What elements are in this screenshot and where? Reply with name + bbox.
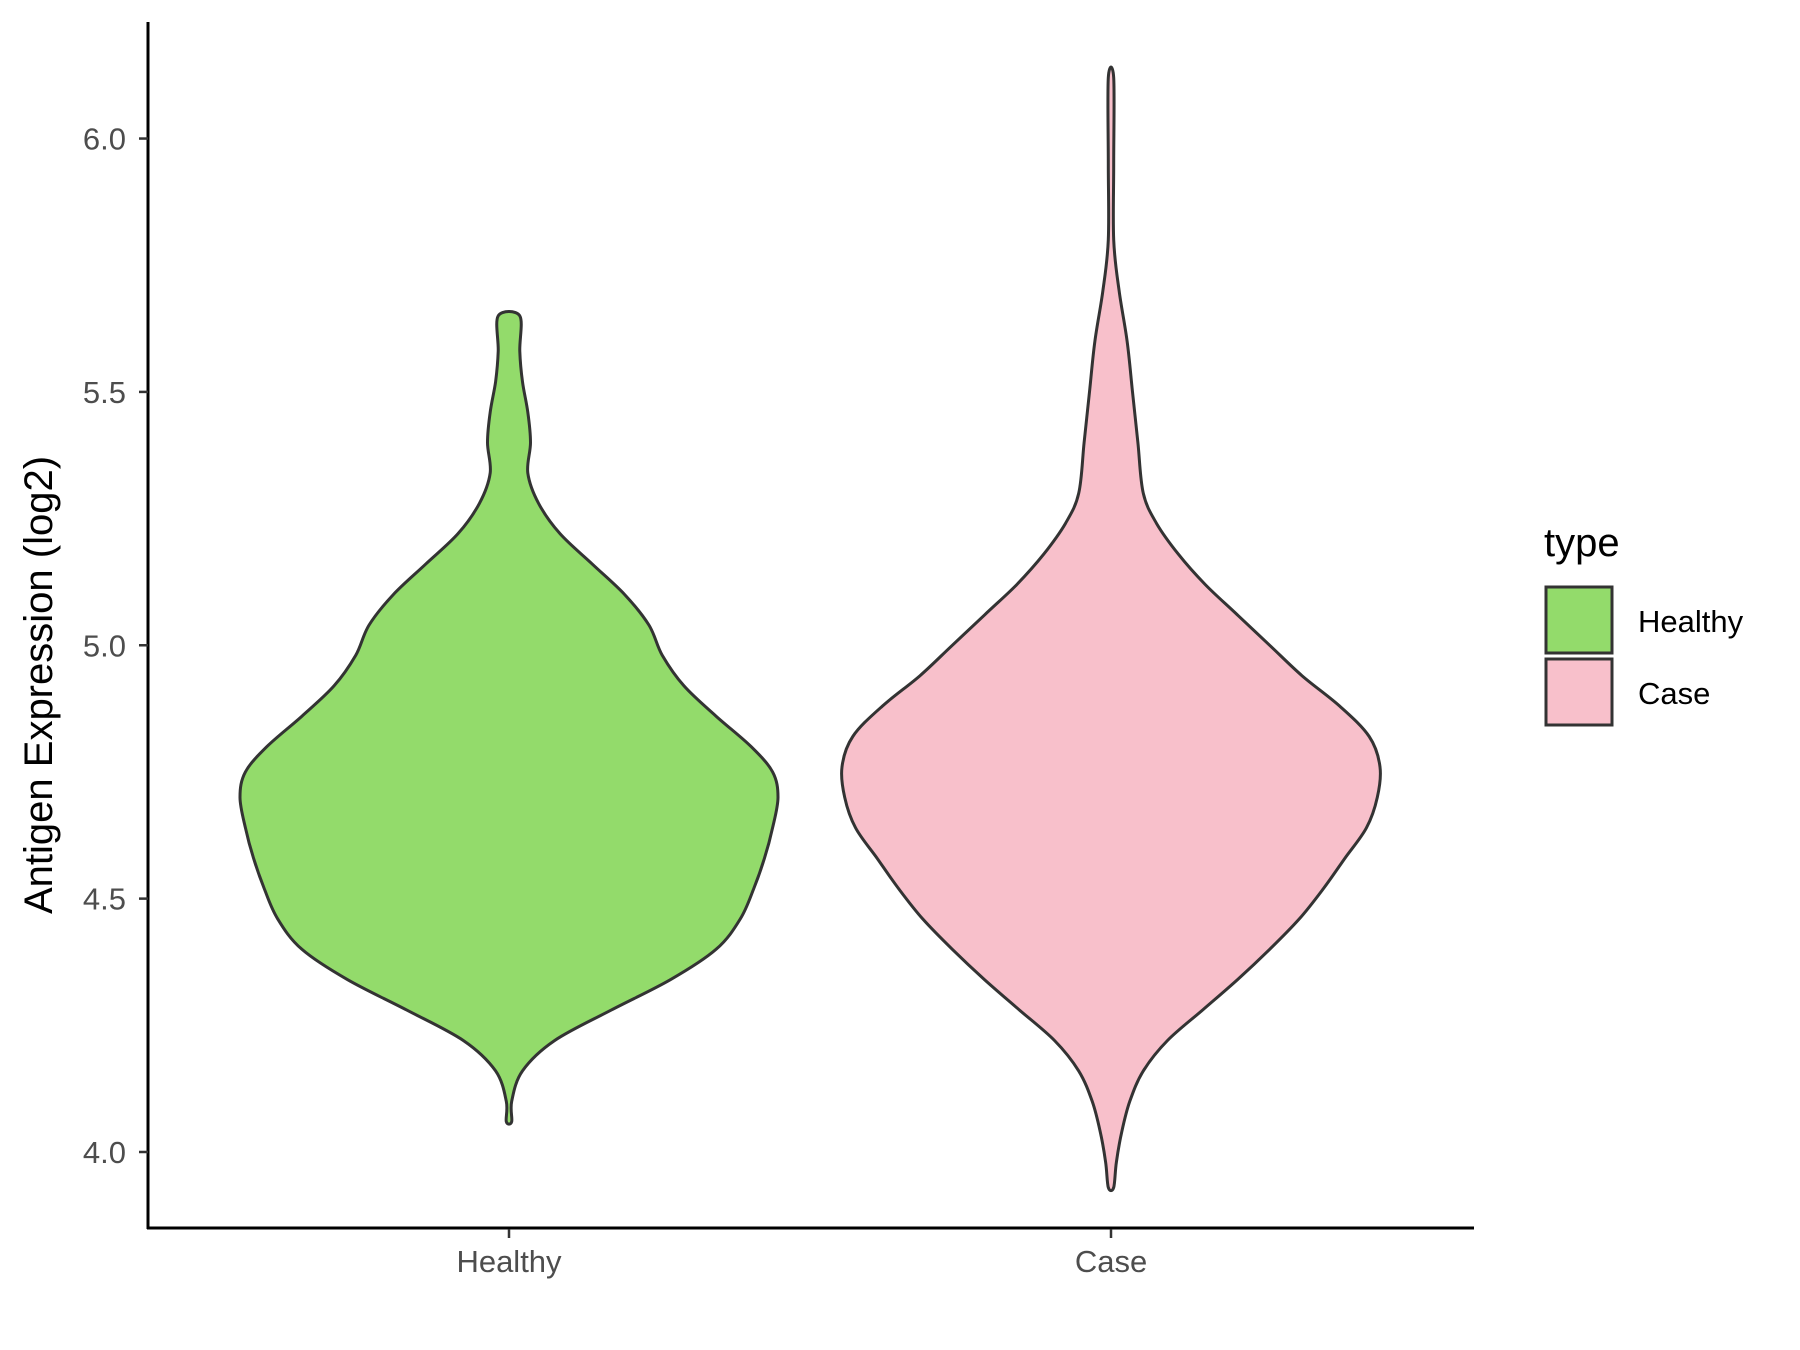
- legend-title: type: [1544, 521, 1620, 565]
- y-tick-label: 6.0: [83, 122, 126, 157]
- y-ticks: 4.0 4.5 5.0 5.5 6.0: [83, 122, 148, 1170]
- y-tick-label: 4.0: [83, 1135, 126, 1170]
- y-tick-label: 4.5: [83, 882, 126, 917]
- y-tick-label: 5.5: [83, 375, 126, 410]
- x-tick-label: Case: [1075, 1244, 1147, 1279]
- legend-swatch-healthy: [1544, 585, 1614, 655]
- violin-case: [840, 65, 1382, 1193]
- legend-label: Healthy: [1638, 604, 1744, 639]
- violin-layer: [238, 65, 1382, 1193]
- legend-entries: Healthy Case: [1544, 585, 1744, 727]
- x-ticks: Healthy Case: [456, 1229, 1147, 1279]
- y-axis-label: Antigen Expression (log2): [17, 456, 61, 914]
- y-tick-label: 5.0: [83, 628, 126, 663]
- axes: [146, 22, 1474, 1230]
- violin-healthy: [238, 309, 780, 1126]
- legend-swatch-case: [1544, 657, 1614, 727]
- legend-label: Case: [1638, 676, 1710, 711]
- x-tick-label: Healthy: [456, 1244, 562, 1279]
- legend: type Healthy Case: [1544, 521, 1744, 727]
